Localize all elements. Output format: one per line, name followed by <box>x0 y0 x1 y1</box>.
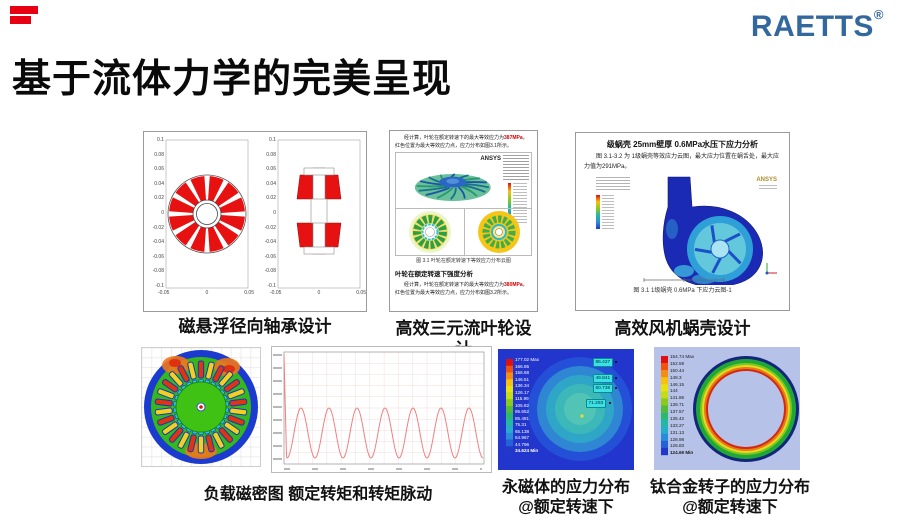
probe-label: 85.427 <box>593 358 613 367</box>
legend-values-smudge <box>513 183 527 225</box>
solver-info-smudge <box>596 176 630 191</box>
impeller-3d-view <box>414 173 491 202</box>
impeller-paragraph-1: 经计算，叶轮在额定转速下的最大等效应力为387MPa，红色位置为最大等效应力点，… <box>395 135 528 149</box>
x-axis-labels-smudge <box>284 468 482 470</box>
ansys-logo-text: ANSYS <box>480 156 501 162</box>
coordinate-triad-icon <box>765 262 777 275</box>
caption-volute: 高效风机蜗壳设计 <box>614 319 751 338</box>
impeller-view-1 <box>396 209 464 255</box>
probe-label: 71.293 <box>586 399 606 408</box>
solver-info-smudge <box>503 155 529 181</box>
legend-values-smudge <box>602 194 614 229</box>
volute-doc-body: 图 3.1-3.2 为 1级蜗壳等效应力云图，最大应力位置在蜗舌处，最大应力值为… <box>584 154 780 170</box>
impeller-view-2 <box>464 209 533 255</box>
y-axis-labels-smudge <box>273 354 282 460</box>
caption-rotor-stress: 钛合金转子的应力分布 @额定转速下 <box>649 479 810 516</box>
volute-fig-caption: 图 3.1 1级蜗壳 0.6MPa 下应力云图-1 <box>633 287 732 294</box>
stress-legend-values: 154.74 Max 152.59 150.44 148.3 146.15 144 141.… <box>670 354 695 456</box>
x-axis-ticks: -0.05 0 0.05 <box>270 290 366 296</box>
impeller-doc-heading: 叶轮在额定转速下强度分析 <box>395 270 473 278</box>
probe-label: 60.738 <box>593 384 613 393</box>
ansys-logo-text: ANSYS <box>756 176 777 183</box>
motor-flux-density-figure <box>141 347 261 467</box>
torque-ripple-plot <box>271 346 492 473</box>
stress-value-2: 380MPa <box>504 282 523 289</box>
magnet-stress-figure: 177.02 Max 166.85 156.68 146.51 136.34 126.17… <box>498 349 634 470</box>
registered-trademark-icon: ® <box>873 7 884 22</box>
bearing-section-plot: 0.1 0.08 0.06 0.04 0.02 0 -0.02 -0.04 -0.06 -0.08… <box>256 132 368 311</box>
impeller-paragraph-2: 经计算，叶轮在额定转速下的最大等效应力为380MPa，红色位置为最大等效应力点，… <box>395 282 528 296</box>
color-legend-bar <box>508 183 511 225</box>
logo-text: RAETTS <box>750 10 874 43</box>
brand-red-mark-icon <box>10 6 38 24</box>
stress-legend-values: 177.02 Max 166.85 156.68 146.51 136.34 126.17… <box>515 357 540 454</box>
y-axis-ticks: 0.1 0.08 0.06 0.04 0.02 0 -0.02 -0.04 -0.06 -0.08… <box>264 137 276 289</box>
y-axis-ticks: 0.1 0.08 0.06 0.04 0.02 0 -0.02 -0.04 -0.06 -0.08… <box>152 137 164 289</box>
caption-magnet-stress: 永磁体的应力分布 @额定转速下 <box>501 479 630 516</box>
page-title: 基于流体力学的完美呈现 <box>12 58 453 101</box>
volute-doc-title: 级蜗壳 25mm壁厚 0.6MPa水压下应力分析 <box>606 140 759 149</box>
bearing-rotor-plot: 0.1 0.08 0.06 0.04 0.02 0 -0.02 -0.04 -0.06 -0.08… <box>144 132 256 311</box>
x-axis-ticks: -0.05 0 0.05 <box>158 290 254 296</box>
caption-bearing: 磁悬浮径向轴承设计 <box>178 317 332 336</box>
bearing-rotor-figure <box>165 139 249 289</box>
bearing-section-figure <box>277 139 361 289</box>
impeller-fig-caption: 图 3.1 叶轮在额定转速下等效应力分布云图 <box>416 258 511 264</box>
raetts-logo: RAETTS® <box>750 7 884 44</box>
impeller-front-views <box>396 208 531 255</box>
stress-value-1: 387MPa <box>504 135 523 141</box>
panel-volute-design: 级蜗壳 25mm壁厚 0.6MPa水压下应力分析 图 3.1-3.2 为 1级蜗… <box>575 132 790 311</box>
ansys-version-smudge <box>759 184 777 191</box>
volute-3d-view <box>643 176 777 288</box>
panel-impeller-design: 经计算，叶轮在额定转速下的最大等效应力为387MPa，红色位置为最大等效应力点，… <box>389 130 538 312</box>
impeller-figure: ANSYS <box>395 152 532 256</box>
probe-label: 49.841 <box>593 374 613 383</box>
panel-bearing-design: 0.1 0.08 0.06 0.04 0.02 0 -0.02 -0.04 -0.06 -0.08… <box>143 131 367 312</box>
rotor-stress-figure: 154.74 Max 152.59 150.44 148.3 146.15 144 141.… <box>654 347 800 470</box>
caption-magnetic: 负载磁密图 额定转矩和转矩脉动 <box>203 486 433 503</box>
volute-figure: ANSYS <box>584 173 783 288</box>
color-legend-bar <box>596 194 600 229</box>
